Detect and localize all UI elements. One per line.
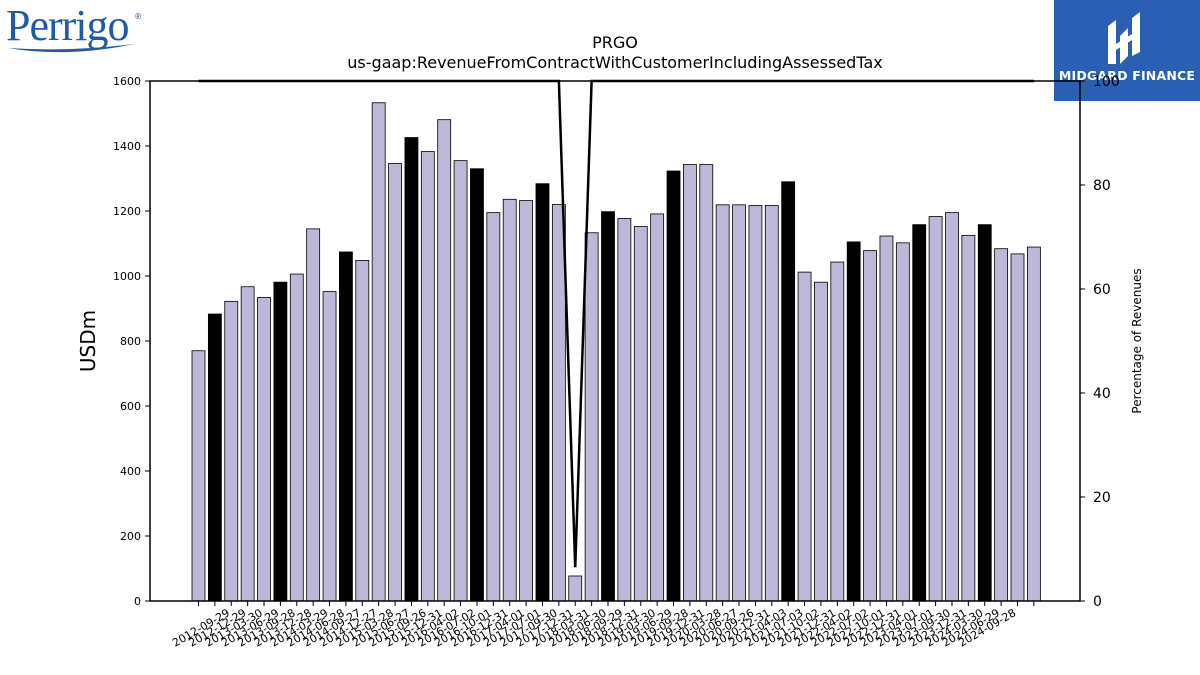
bar [470,168,484,602]
y-tick-label: 0 [134,595,141,608]
y2-tick-label: 100 [1093,74,1120,90]
y-tick-label: 400 [120,465,141,478]
bar [420,151,435,602]
midgard-mark-icon [1108,12,1140,64]
bar [814,281,828,602]
bar [633,226,648,602]
bar [535,183,550,602]
bar [764,205,779,602]
x-axis-ticks: 2012-09-292012-12-292013-03-302013-06-29… [170,601,1035,650]
registered-mark: ® [134,12,142,21]
bar [453,160,468,602]
bar [388,163,402,602]
bar [797,271,812,602]
perrigo-logo-text: Perrigo [6,1,130,50]
bar [568,575,583,602]
bar [699,164,714,602]
y2-tick-label: 20 [1093,490,1111,506]
bar [928,216,943,602]
midgard-finance-logo: MIDGARD FINANCE [1054,0,1200,101]
bar [912,224,927,602]
bar [404,137,419,602]
bar [339,251,353,602]
bar [273,281,288,602]
y-tick-label: 600 [120,400,141,413]
bar [945,212,959,602]
bar [781,181,796,602]
bar [207,313,222,602]
bar [486,212,501,602]
bar [584,232,599,602]
bar [846,241,861,602]
bar [683,164,697,602]
bar [240,286,255,602]
y2-axis-ticks: 0 20 40 60 80 100 [1080,74,1120,610]
bar [322,291,337,602]
bar [257,297,271,602]
y2-tick-label: 40 [1093,386,1111,402]
bar [289,273,304,602]
y-tick-label: 1200 [113,205,141,218]
chart-subtitle: us-gaap:RevenueFromContractWithCustomerI… [347,53,882,72]
y-tick-label: 200 [120,530,141,543]
bar [371,102,386,602]
bar [732,204,746,602]
bar [666,170,681,602]
midgard-logo-text: MIDGARD FINANCE [1058,68,1196,83]
bar [437,119,452,602]
bar [224,300,239,602]
bar [994,248,1009,602]
bar [1010,253,1025,602]
y2-tick-label: 60 [1093,282,1111,298]
bar [895,242,910,602]
bar [863,250,877,602]
bar-series [191,102,1041,602]
y-tick-label: 1400 [113,140,141,153]
bar [977,224,992,602]
bar [715,204,730,602]
bar [879,235,894,602]
y-tick-label: 1000 [113,270,141,283]
y2-axis-label: Percentage of Revenues [1130,268,1144,413]
y2-tick-label: 0 [1093,594,1102,610]
bar [617,218,632,602]
bar [650,213,665,602]
y-tick-label: 800 [120,335,141,348]
bar [191,350,206,602]
y-tick-label: 1600 [113,75,141,88]
bar [519,200,533,602]
bar [551,204,566,602]
bar [502,198,517,602]
y-axis-label: USDm [76,310,100,372]
bar [961,234,976,602]
y2-tick-label: 80 [1093,178,1111,194]
chart-title: PRGO [592,33,638,52]
bar [748,205,763,602]
bar [306,228,321,602]
bar [1026,246,1041,602]
bar [830,261,845,602]
y-axis-ticks: 0 200 400 600 800 1000 1200 1400 1600 [113,75,150,608]
bar [601,211,615,602]
bar [355,259,370,602]
perrigo-swoosh-icon [8,44,134,53]
perrigo-logo: Perrigo ® [6,1,142,56]
